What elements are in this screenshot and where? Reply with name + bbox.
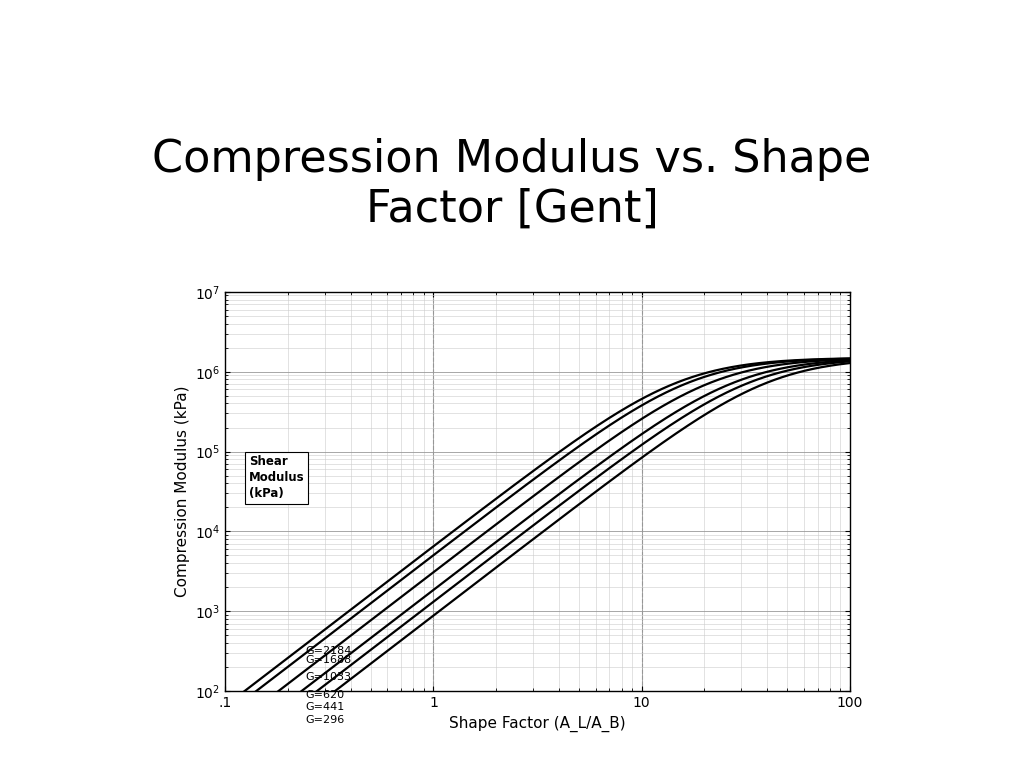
Text: G=620: G=620 — [305, 690, 344, 700]
Text: Shear
Modulus
(kPa): Shear Modulus (kPa) — [249, 455, 304, 500]
Text: Compression Modulus vs. Shape
Factor [Gent]: Compression Modulus vs. Shape Factor [Ge… — [153, 138, 871, 231]
Text: G=1688: G=1688 — [305, 655, 351, 665]
Y-axis label: Compression Modulus (kPa): Compression Modulus (kPa) — [174, 386, 189, 598]
Text: G=441: G=441 — [305, 702, 344, 712]
X-axis label: Shape Factor (A_L/A_B): Shape Factor (A_L/A_B) — [450, 716, 626, 732]
Text: G=1033: G=1033 — [305, 672, 351, 682]
Text: G=2184: G=2184 — [305, 646, 351, 656]
Text: G=296: G=296 — [305, 716, 344, 726]
